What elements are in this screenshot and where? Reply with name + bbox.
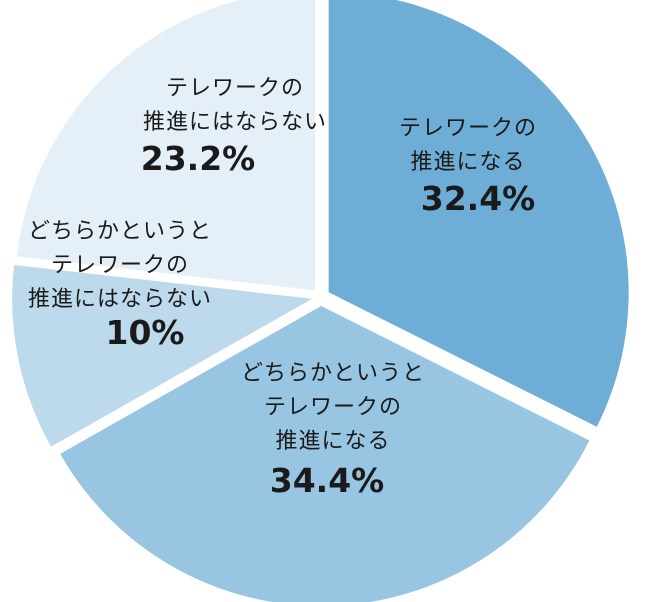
slice-1-percent-label: 32.4% [421, 179, 536, 218]
slice-4-label-line-1: テレワークの [166, 76, 304, 101]
pie-slices [12, 0, 629, 602]
pie-slice-3 [12, 264, 313, 447]
pie-labels: テレワークの推進になる32.4%どちらかというとテレワークの推進になる34.4%… [28, 76, 537, 500]
slice-4-percent-label: 23.2% [141, 139, 256, 178]
slice-2-label-line-2: テレワークの [264, 395, 402, 420]
pie-slice-1 [328, 0, 629, 427]
slice-4-label-line-2: 推進にはならない [143, 110, 327, 135]
slice-1-label-line-1: テレワークの [399, 116, 537, 141]
pie-slice-4 [16, 0, 316, 291]
slice-2-label-line-3: 推進になる [275, 429, 390, 454]
slice-3-label-line-1: どちらかというと [28, 219, 212, 244]
pie-slice-2 [60, 305, 590, 602]
slice-2-percent-label: 34.4% [270, 461, 385, 500]
slice-1-label-line-2: 推進になる [410, 150, 525, 175]
slice-3-percent-label: 10% [106, 313, 185, 352]
slice-3-label-line-3: 推進にはならない [28, 287, 212, 312]
slice-3-label-line-2: テレワークの [51, 253, 189, 278]
slice-2-label-line-1: どちらかというと [241, 361, 425, 386]
